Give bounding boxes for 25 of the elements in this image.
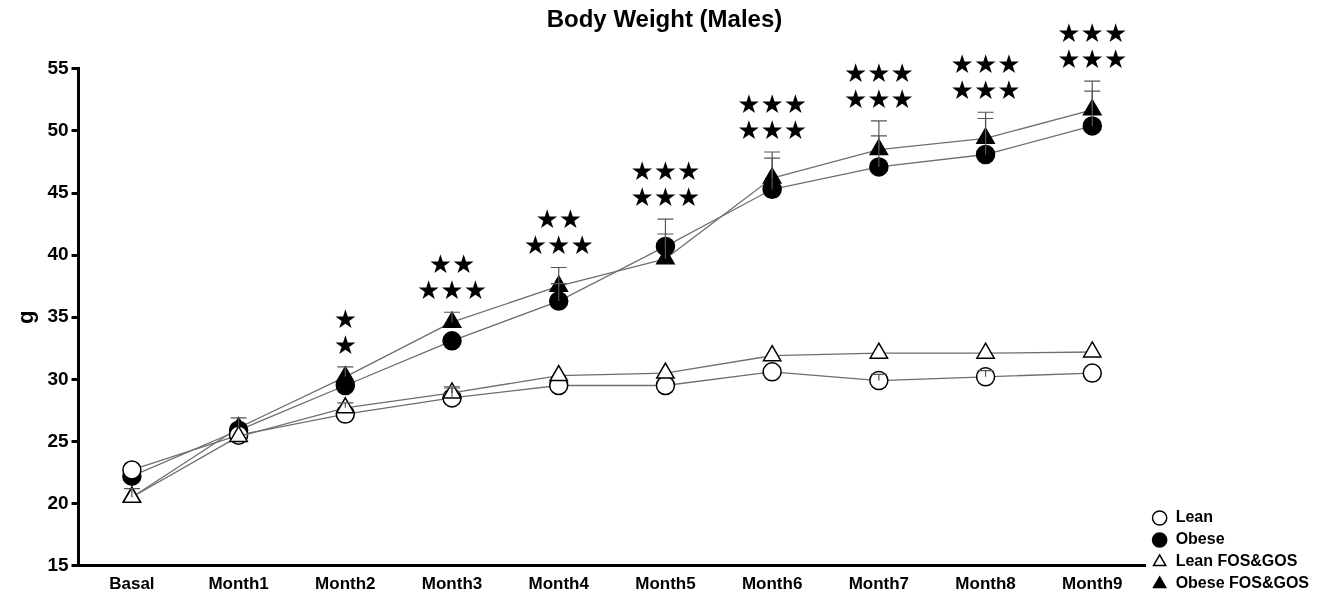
legend-label: Lean — [1175, 508, 1213, 526]
x-tick-label: Basal — [109, 574, 155, 594]
x-tick-label: Month4 — [528, 574, 590, 594]
chart-title: Body Weight (Males) — [546, 5, 783, 33]
legend-label: Lean FOS&GOS — [1175, 552, 1298, 570]
x-tick-label: Month7 — [848, 574, 910, 594]
y-tick-label: 25 — [47, 429, 69, 451]
x-tick-label: Month3 — [421, 574, 483, 594]
legend-label: Obese — [1175, 530, 1225, 548]
y-tick-label: 40 — [47, 243, 69, 265]
y-tick-label: 55 — [47, 57, 69, 79]
x-tick-label: Month2 — [315, 574, 376, 594]
y-tick-label: 15 — [47, 553, 69, 575]
x-tick-label: Month9 — [1062, 574, 1123, 594]
y-tick-label: 45 — [47, 181, 69, 203]
y-tick-label: 50 — [47, 119, 69, 141]
y-axis-title: g — [13, 310, 39, 324]
x-tick-label: Month6 — [741, 574, 803, 594]
x-tick-label: Month5 — [635, 574, 696, 594]
y-tick-label: 30 — [47, 367, 69, 389]
x-tick-label: Month8 — [955, 574, 1016, 594]
x-tick-label: Month1 — [208, 574, 269, 594]
y-tick-label: 20 — [47, 491, 69, 513]
y-tick-label: 35 — [47, 305, 69, 327]
legend-label: Obese FOS&GOS — [1175, 574, 1310, 592]
